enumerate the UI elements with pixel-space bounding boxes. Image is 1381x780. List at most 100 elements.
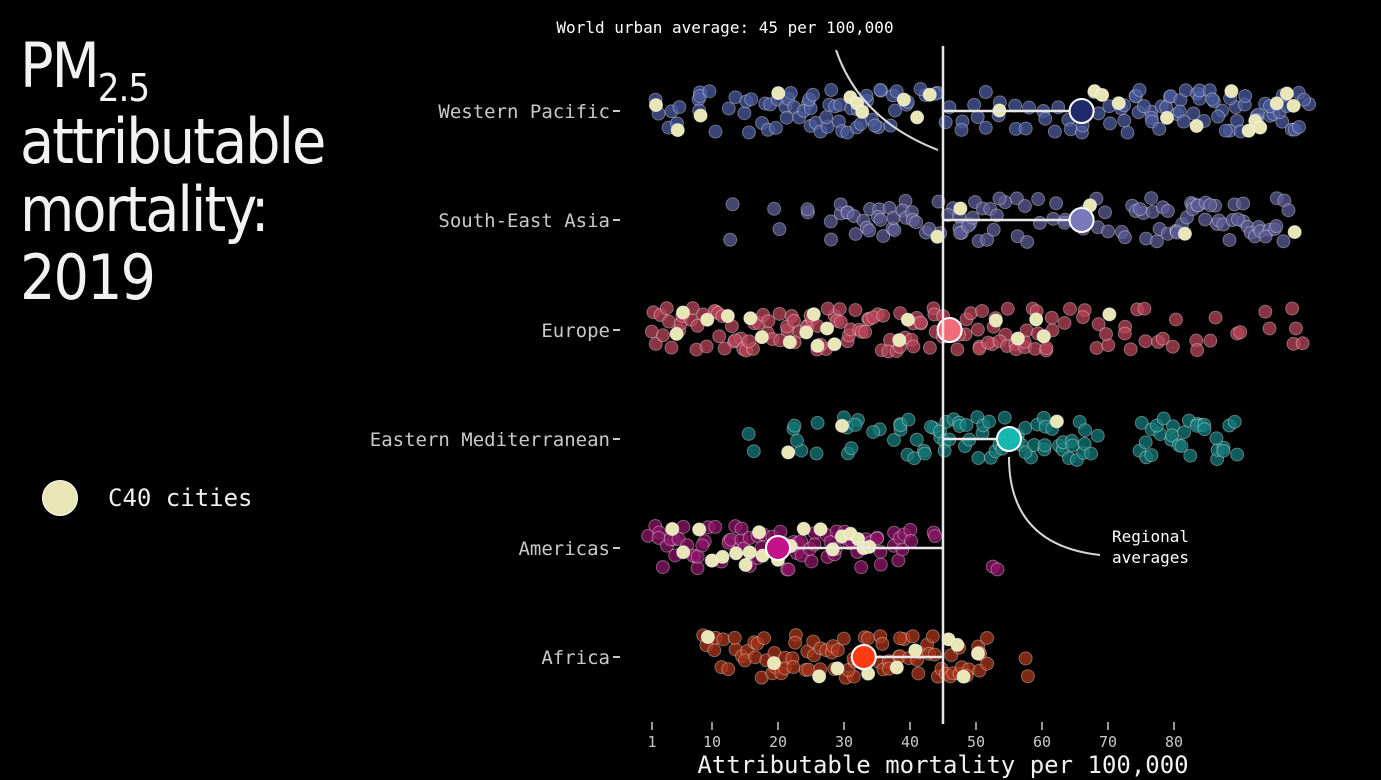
data-point <box>982 414 997 429</box>
data-point <box>708 124 723 139</box>
x-tick-label: 20 <box>769 733 787 751</box>
c40-point <box>670 123 685 138</box>
c40-point <box>855 104 870 119</box>
world-average-annotation-curve <box>835 49 939 151</box>
x-tick-label: 40 <box>901 733 919 751</box>
data-point <box>1174 439 1189 454</box>
c40-point <box>675 305 690 320</box>
data-point <box>1044 310 1059 325</box>
data-point <box>672 100 687 115</box>
data-point <box>1168 312 1183 327</box>
data-point <box>1197 422 1212 437</box>
c40-point <box>715 549 730 564</box>
data-point <box>1208 310 1223 325</box>
c40-point <box>771 86 786 101</box>
data-point <box>1018 651 1033 666</box>
title-line4: 2019 <box>20 241 156 314</box>
data-point <box>695 538 710 553</box>
x-axis-label: Attributable mortality per 100,000 <box>697 751 1188 779</box>
data-point <box>824 83 839 98</box>
data-point <box>1020 234 1035 249</box>
c40-point <box>813 522 828 537</box>
data-point <box>992 191 1007 206</box>
data-point <box>1198 212 1213 227</box>
data-point <box>1165 339 1180 354</box>
data-point <box>873 557 888 572</box>
c40-point <box>953 201 968 216</box>
data-point <box>980 656 995 671</box>
data-point <box>721 101 736 116</box>
data-point <box>867 118 882 133</box>
x-tick-label: 60 <box>1033 733 1051 751</box>
c40-point <box>738 557 753 572</box>
data-point <box>876 308 891 323</box>
data-point <box>746 444 761 459</box>
data-point <box>858 324 873 339</box>
data-point <box>1120 125 1135 140</box>
data-point <box>978 85 993 100</box>
data-point <box>925 629 940 644</box>
title-subscript: 2.5 <box>97 66 150 110</box>
c40-point <box>743 311 758 326</box>
data-point <box>1149 234 1164 249</box>
c40-point <box>766 656 781 671</box>
data-point <box>854 560 869 575</box>
c40-point <box>1049 414 1064 429</box>
c40-point <box>1224 84 1239 99</box>
data-point <box>1269 219 1284 234</box>
c40-point <box>1102 307 1117 322</box>
data-point <box>1218 123 1233 138</box>
data-point <box>928 529 943 544</box>
legend-c40-swatch <box>42 480 78 516</box>
c40-point <box>1253 120 1268 135</box>
data-point <box>1009 191 1024 206</box>
data-point <box>788 635 803 650</box>
data-point <box>716 632 731 647</box>
title-line2: attributable <box>20 105 326 178</box>
data-point <box>1203 198 1218 213</box>
data-point <box>728 333 743 348</box>
data-point <box>888 103 903 118</box>
data-point <box>1276 234 1291 249</box>
data-point <box>848 226 863 241</box>
data-point <box>1285 301 1300 316</box>
region-label: Europe <box>541 320 610 342</box>
data-point <box>1133 201 1148 216</box>
data-point <box>1190 343 1205 358</box>
data-point <box>886 433 901 448</box>
data-point <box>1222 232 1237 247</box>
data-point <box>1083 446 1098 461</box>
data-point <box>768 120 783 135</box>
data-point <box>909 215 924 230</box>
c40-point <box>827 337 842 352</box>
data-point <box>659 301 674 316</box>
data-point <box>787 418 802 433</box>
data-point <box>664 340 679 355</box>
data-point <box>1288 321 1303 336</box>
c40-point <box>648 98 663 113</box>
data-point <box>1144 191 1159 206</box>
data-point <box>1281 203 1296 218</box>
data-point <box>917 446 932 461</box>
data-point <box>800 202 815 217</box>
c40-point <box>812 669 827 684</box>
data-point <box>967 97 982 112</box>
data-point <box>911 666 926 681</box>
regional-average-marker <box>936 317 963 343</box>
data-point <box>1136 99 1151 114</box>
data-point <box>1238 89 1253 104</box>
data-point <box>866 424 881 439</box>
data-point <box>772 222 787 237</box>
data-point <box>1216 443 1231 458</box>
data-point <box>1000 301 1015 316</box>
data-point <box>1075 310 1090 325</box>
c40-point <box>896 92 911 107</box>
c40-point <box>825 542 840 557</box>
data-point <box>734 521 749 536</box>
data-point <box>699 339 714 354</box>
data-point <box>1039 340 1054 355</box>
data-point <box>1230 447 1245 462</box>
data-point <box>848 303 863 318</box>
data-points-layer <box>641 82 1317 685</box>
data-point <box>820 301 835 316</box>
